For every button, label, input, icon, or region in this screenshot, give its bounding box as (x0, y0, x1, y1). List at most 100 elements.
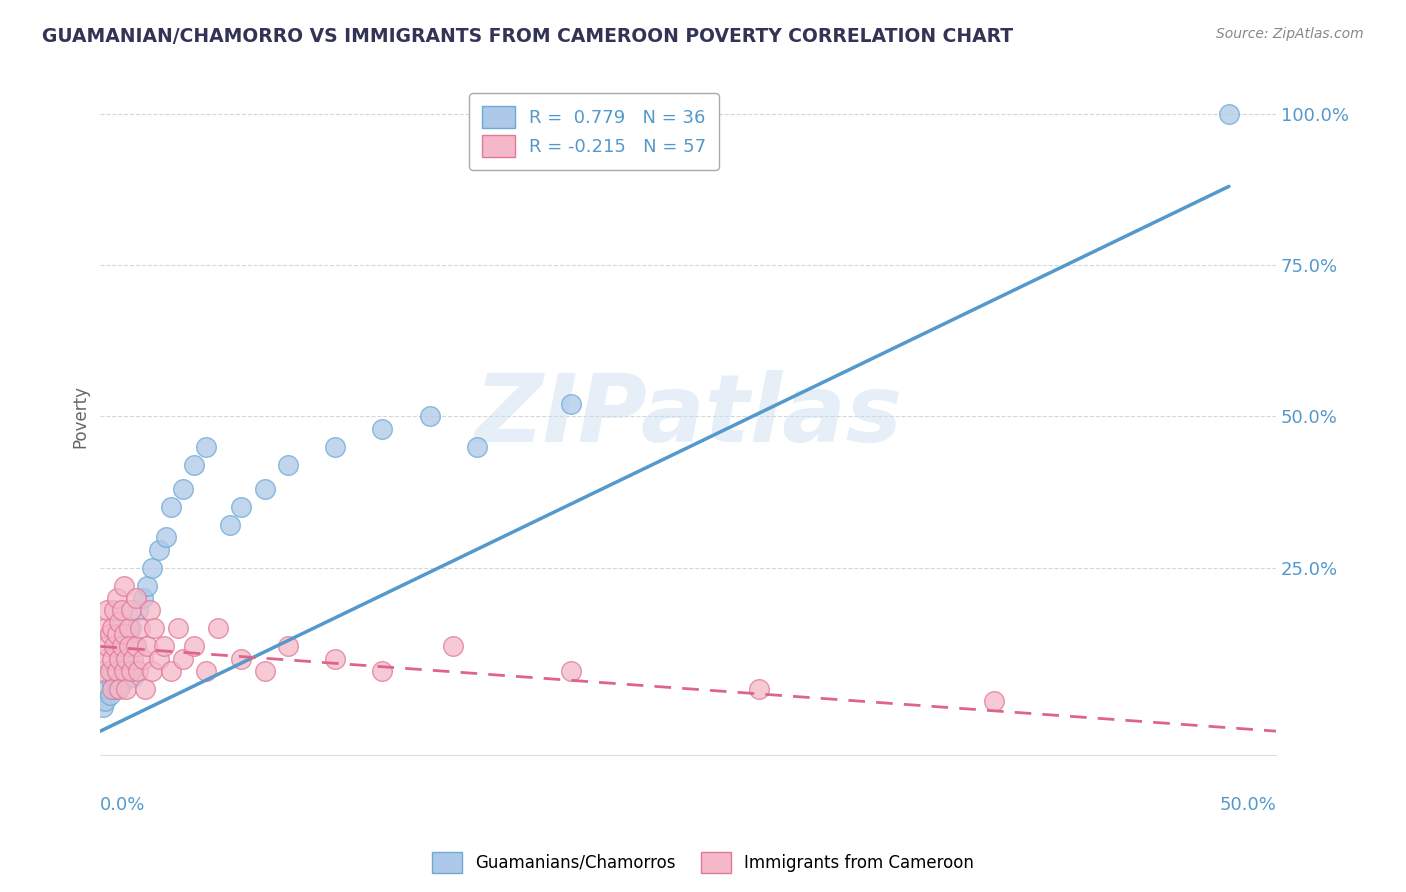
Point (277, 458, 299, 472)
Point (983, 694, 1005, 708)
Point (325, 440, 347, 454)
Y-axis label: Poverty: Poverty (72, 384, 89, 448)
Point (101, 651, 124, 665)
Point (103, 670, 125, 684)
Point (105, 591, 128, 605)
Point (105, 627, 128, 641)
Point (325, 651, 347, 665)
Point (108, 651, 131, 665)
Point (560, 397, 582, 411)
Legend: Guamanians/Chamorros, Immigrants from Cameroon: Guamanians/Chamorros, Immigrants from Ca… (425, 846, 981, 880)
Point (112, 664, 135, 678)
Point (371, 421, 394, 435)
Point (148, 651, 170, 665)
Point (138, 603, 160, 617)
Point (120, 603, 142, 617)
Point (101, 621, 124, 635)
Legend: R =  0.779   N = 36, R = -0.215   N = 57: R = 0.779 N = 36, R = -0.215 N = 57 (470, 94, 718, 169)
Point (277, 640, 299, 654)
Point (195, 440, 218, 454)
Point (108, 615, 131, 630)
Point (105, 681, 128, 696)
Point (143, 621, 166, 635)
Point (101, 675, 124, 690)
Point (101, 664, 124, 678)
Point (183, 458, 205, 472)
Point (98, 688, 121, 702)
Point (418, 409, 440, 424)
Point (112, 640, 135, 654)
Point (231, 651, 253, 665)
Text: GUAMANIAN/CHAMORRO VS IMMIGRANTS FROM CAMEROON POVERTY CORRELATION CHART: GUAMANIAN/CHAMORRO VS IMMIGRANTS FROM CA… (42, 27, 1014, 45)
Point (148, 542, 170, 557)
Point (155, 531, 177, 545)
Point (122, 651, 145, 665)
Point (110, 603, 132, 617)
Point (231, 500, 253, 515)
Point (183, 640, 205, 654)
Point (101, 681, 124, 696)
Point (91, 700, 114, 714)
Point (136, 579, 159, 593)
Point (134, 681, 156, 696)
Point (120, 664, 142, 678)
Point (560, 664, 582, 678)
Point (141, 664, 163, 678)
Point (115, 681, 138, 696)
Point (195, 664, 218, 678)
Text: 0.0%: 0.0% (100, 796, 146, 814)
Point (253, 482, 276, 496)
Point (96, 603, 118, 617)
Point (122, 670, 145, 684)
Point (115, 651, 138, 665)
Point (94, 651, 117, 665)
Point (110, 640, 132, 654)
Point (160, 664, 183, 678)
Point (124, 591, 146, 605)
Point (120, 621, 142, 635)
Point (131, 651, 153, 665)
Point (253, 664, 276, 678)
Point (108, 651, 131, 665)
Point (108, 681, 131, 696)
Point (748, 681, 770, 696)
Point (117, 640, 139, 654)
Point (167, 621, 190, 635)
Point (160, 500, 183, 515)
Point (96, 640, 118, 654)
Point (96, 681, 118, 696)
Text: Source: ZipAtlas.com: Source: ZipAtlas.com (1216, 27, 1364, 41)
Point (172, 482, 194, 496)
Point (124, 640, 146, 654)
Point (127, 664, 149, 678)
Point (218, 518, 240, 533)
Point (110, 675, 132, 690)
Point (112, 579, 135, 593)
Point (441, 640, 464, 654)
Point (112, 627, 135, 641)
Point (127, 603, 149, 617)
Point (131, 591, 153, 605)
Point (124, 640, 146, 654)
Point (98, 627, 121, 641)
Point (117, 651, 139, 665)
Point (94, 694, 117, 708)
Point (141, 560, 163, 574)
Point (94, 621, 117, 635)
Text: ZIPatlas: ZIPatlas (474, 370, 903, 462)
Point (207, 621, 229, 635)
Text: 50.0%: 50.0% (1219, 796, 1277, 814)
Point (136, 640, 159, 654)
Point (98, 664, 121, 678)
Point (153, 640, 176, 654)
Point (117, 621, 139, 635)
Point (465, 440, 488, 454)
Point (129, 621, 152, 635)
Point (172, 651, 194, 665)
Point (371, 664, 394, 678)
Point (1218, 107, 1240, 121)
Point (91, 664, 114, 678)
Point (115, 664, 138, 678)
Point (105, 664, 128, 678)
Point (103, 603, 125, 617)
